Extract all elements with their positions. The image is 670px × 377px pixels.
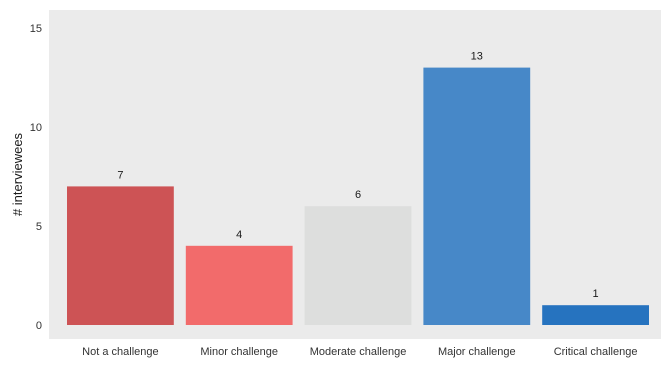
y-tick-label: 10 xyxy=(30,122,42,134)
x-tick-label: Minor challenge xyxy=(200,346,278,358)
y-axis-title: # interviewees xyxy=(10,132,25,216)
bar xyxy=(305,206,412,325)
y-axis-ticks: 0 5 10 15 xyxy=(30,23,42,332)
bar xyxy=(423,68,530,325)
bar xyxy=(186,246,293,325)
bar-value-label: 1 xyxy=(593,288,599,300)
y-tick-label: 5 xyxy=(36,221,42,233)
bar-value-label: 4 xyxy=(236,229,242,241)
y-tick-label: 15 xyxy=(30,23,42,35)
bar-value-label: 13 xyxy=(471,51,483,63)
bar-value-label: 7 xyxy=(117,169,123,181)
x-tick-label: Not a challenge xyxy=(82,346,158,358)
y-tick-label: 0 xyxy=(36,320,42,332)
x-axis-ticks: Not a challenge Minor challenge Moderate c… xyxy=(82,346,637,358)
x-tick-label: Moderate challenge xyxy=(310,346,407,358)
x-tick-label: Critical challenge xyxy=(554,346,638,358)
bar xyxy=(542,305,649,325)
bar xyxy=(67,186,174,325)
bar-value-label: 6 xyxy=(355,189,361,201)
x-tick-label: Major challenge xyxy=(438,346,516,358)
